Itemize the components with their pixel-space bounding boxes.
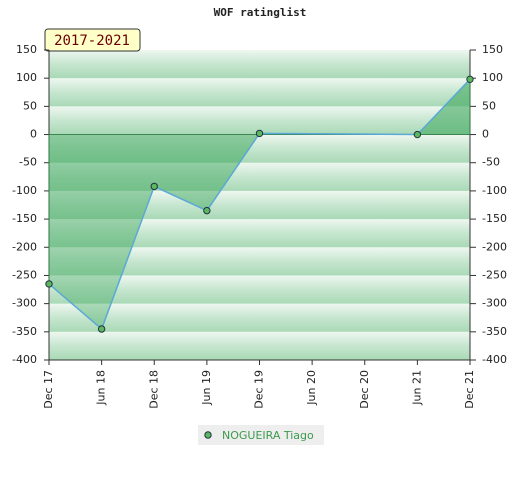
y2-tick-label: -300: [482, 297, 507, 310]
y-tick-label: 0: [30, 128, 37, 141]
y-tick-label: -250: [12, 268, 37, 281]
y2-tick-label: -250: [482, 268, 507, 281]
background-band: [49, 331, 470, 360]
y2-tick-label: 50: [482, 99, 496, 112]
point: [203, 206, 211, 215]
y2-tick-label: -350: [482, 325, 507, 338]
point: [150, 182, 158, 191]
y-tick-label: -200: [12, 240, 37, 253]
point: [255, 129, 264, 138]
badge-box: [44, 28, 141, 52]
y2-tick-label: 100: [482, 71, 503, 84]
chart-title: WOF ratinglist: [214, 6, 307, 19]
x-tick-label: Jun 18: [95, 370, 108, 406]
x-tick-label: Dec 19: [253, 370, 266, 409]
point: [45, 280, 53, 288]
point: [466, 75, 474, 84]
legend-marker: [204, 431, 212, 439]
y-tick-label: 150: [16, 43, 37, 56]
badge: 2017-2021: [54, 33, 130, 49]
x-tick-label: Dec 20: [358, 370, 371, 409]
background-band: [49, 50, 470, 79]
x-tick-label: Jun 20: [305, 370, 318, 406]
x-tick-label: Jun 21: [410, 370, 423, 406]
y2-tick-label: 150: [482, 43, 503, 56]
y2-tick-label: 0: [482, 128, 489, 141]
y-tick-label: -300: [12, 297, 37, 310]
y2-tick-label: -50: [482, 156, 500, 169]
y-tick-label: -150: [12, 212, 37, 225]
point: [97, 325, 106, 333]
y2-tick-label: -100: [482, 184, 507, 197]
x-tick-label: Dec 21: [463, 370, 476, 409]
y-tick-label: -100: [12, 184, 37, 197]
legend-label: NOGUEIRA Tiago: [222, 429, 314, 442]
point: [413, 130, 422, 139]
y-tick-label: -50: [19, 156, 37, 169]
legend-box: [198, 425, 324, 445]
x-tick-label: Jun 19: [200, 370, 213, 406]
y2-tick-label: -400: [482, 353, 507, 366]
y-tick-label: 50: [23, 99, 37, 112]
y-tick-label: -350: [12, 325, 37, 338]
background-band: [49, 303, 470, 332]
y-tick-label: -400: [12, 353, 37, 366]
y2-tick-label: -150: [482, 212, 507, 225]
y2-tick-label: -200: [482, 240, 507, 253]
x-tick-label: Dec 18: [147, 370, 160, 409]
x-tick-label: Dec 17: [42, 370, 55, 409]
y-tick-label: 100: [16, 71, 37, 84]
background-band: [49, 78, 470, 107]
